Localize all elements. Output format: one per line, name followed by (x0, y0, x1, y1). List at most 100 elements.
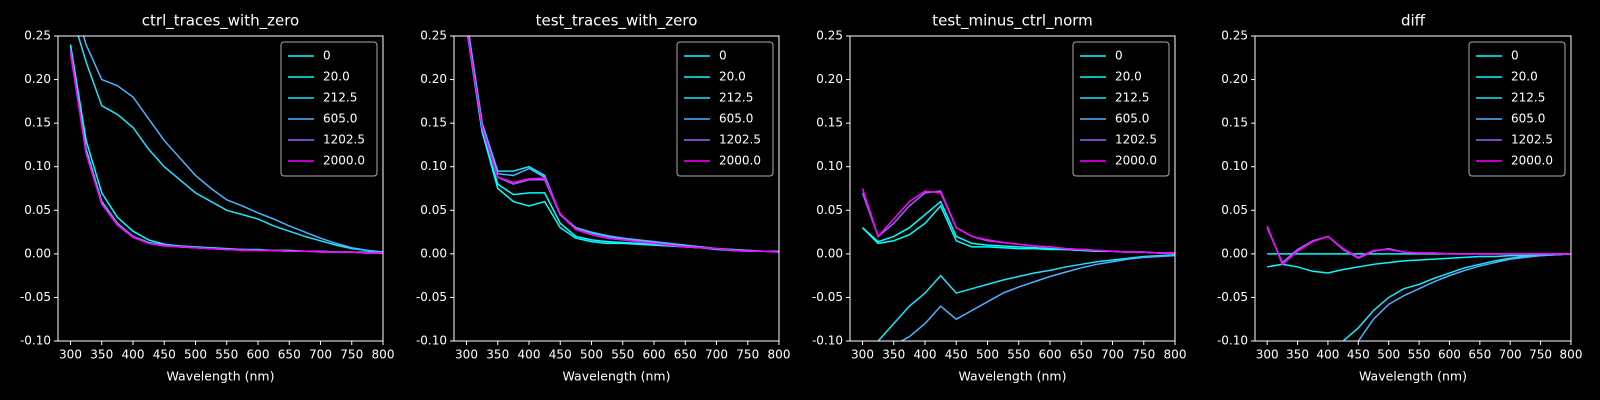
legend-label: 605.0 (323, 112, 357, 126)
x-axis-label: Wavelength (nm) (959, 369, 1067, 384)
x-tick-label: 800 (372, 348, 395, 362)
plot-area (467, 36, 779, 253)
x-tick-label: 650 (278, 348, 301, 362)
legend-label: 605.0 (1115, 112, 1149, 126)
axes-frame (1254, 35, 1572, 342)
legend-label: 20.0 (323, 70, 350, 84)
x-tick-label: 700 (1101, 348, 1124, 362)
x-tick-label: 750 (340, 348, 363, 362)
y-tick-label: 0.05 (816, 203, 843, 217)
x-tick-label: 500 (184, 348, 207, 362)
legend: 0 20.0 212.5 605.0 1202.5 2000.0 (1468, 41, 1566, 177)
y-tick-label: 0.20 (1221, 72, 1248, 86)
y-tick-label: 0.25 (420, 29, 447, 43)
x-tick-label: 550 (1007, 348, 1030, 362)
x-tick-label: 600 (1039, 348, 1062, 362)
x-tick-label: 400 (518, 348, 541, 362)
y-tick-label: -0.10 (20, 334, 51, 348)
x-tick-label: 300 (59, 348, 82, 362)
plot-area (69, 36, 383, 254)
series-line (861, 188, 1175, 254)
y-tick-label: 0.05 (24, 203, 51, 217)
x-tick-label: 600 (247, 348, 270, 362)
legend-label: 0 (1115, 49, 1123, 63)
legend-label: 0 (323, 49, 331, 63)
y-tick-label: 0.25 (816, 29, 843, 43)
legend-label: 212.5 (323, 91, 357, 105)
legend: 0 20.0 212.5 605.0 1202.5 2000.0 (676, 41, 774, 177)
panel-title: ctrl_traces_with_zero (142, 12, 299, 31)
y-tick-label: 0.10 (816, 159, 843, 173)
series-line (69, 53, 383, 254)
panel-title: diff (1401, 12, 1426, 30)
y-tick-label: 0.10 (1221, 159, 1248, 173)
x-tick-label: 600 (1438, 348, 1461, 362)
panel: ctrl_traces_with_zero Wavelength (nm) -0.1… (20, 12, 395, 384)
axes-frame (453, 35, 780, 342)
x-tick-label: 500 (976, 348, 999, 362)
y-tick-label: -0.05 (812, 290, 843, 304)
panel: test_minus_ctrl_norm Wavelength (nm) -0.10… (812, 12, 1187, 384)
x-tick-label: 400 (122, 348, 145, 362)
x-tick-label: 300 (851, 348, 874, 362)
x-tick-label: 450 (1347, 348, 1370, 362)
axes-frame (57, 35, 384, 342)
x-tick-label: 800 (1560, 348, 1583, 362)
series-line (861, 204, 1175, 254)
x-tick-label: 750 (736, 348, 759, 362)
legend-label: 605.0 (1511, 112, 1545, 126)
y-tick-label: 0.05 (420, 203, 447, 217)
legend-box (1468, 41, 1566, 177)
y-tick-label: -0.05 (416, 290, 447, 304)
x-tick-label: 450 (549, 348, 572, 362)
y-tick-label: -0.10 (812, 334, 843, 348)
legend: 0 20.0 212.5 605.0 1202.5 2000.0 (280, 41, 378, 177)
legend-box (676, 41, 774, 177)
y-tick-label: 0.15 (816, 116, 843, 130)
x-tick-label: 550 (215, 348, 238, 362)
series-line (1266, 225, 1571, 266)
y-tick-label: -0.05 (1217, 290, 1248, 304)
x-tick-label: 300 (1256, 348, 1279, 362)
y-tick-label: 0.05 (1221, 203, 1248, 217)
x-tick-label: 400 (914, 348, 937, 362)
x-tick-label: 800 (1164, 348, 1187, 362)
x-tick-label: 500 (1377, 348, 1400, 362)
series-line (862, 200, 1175, 254)
x-tick-label: 750 (1132, 348, 1155, 362)
axes-frame (849, 35, 1176, 342)
x-tick-label: 650 (674, 348, 697, 362)
panel-title: test_traces_with_zero (536, 12, 698, 31)
y-tick-label: 0.00 (816, 246, 843, 260)
legend-box (1072, 41, 1170, 177)
y-tick-label: 0.25 (24, 29, 51, 43)
x-tick-label: 350 (1286, 348, 1309, 362)
x-tick-label: 750 (1529, 348, 1552, 362)
x-tick-label: 450 (945, 348, 968, 362)
panel: diff Wavelength (nm) -0.10 -0.05 0.00 0.05 0.1… (1217, 12, 1583, 384)
series-line (877, 253, 1175, 341)
x-tick-label: 500 (580, 348, 603, 362)
series-line (1267, 253, 1571, 274)
series-line (82, 36, 383, 253)
panel-title: test_minus_ctrl_norm (932, 12, 1093, 31)
panel: test_traces_with_zero Wavelength (nm) -0.1… (416, 12, 791, 384)
y-tick-label: 0.10 (420, 159, 447, 173)
series-line (467, 36, 779, 253)
legend-label: 0 (719, 49, 727, 63)
x-axis-label: Wavelength (nm) (563, 369, 671, 384)
plot-area (1266, 225, 1571, 341)
legend: 0 20.0 212.5 605.0 1202.5 2000.0 (1072, 41, 1170, 177)
plot-area (861, 188, 1175, 341)
x-tick-label: 700 (705, 348, 728, 362)
legend-label: 1202.5 (1511, 133, 1553, 147)
legend-label: 20.0 (1115, 70, 1142, 84)
x-tick-label: 350 (90, 348, 113, 362)
legend-label: 2000.0 (719, 154, 761, 168)
y-tick-label: -0.10 (1217, 334, 1248, 348)
y-tick-label: -0.10 (416, 334, 447, 348)
x-tick-label: 700 (309, 348, 332, 362)
y-tick-label: 0.20 (420, 72, 447, 86)
x-tick-label: 400 (1316, 348, 1339, 362)
y-tick-label: 0.20 (816, 72, 843, 86)
